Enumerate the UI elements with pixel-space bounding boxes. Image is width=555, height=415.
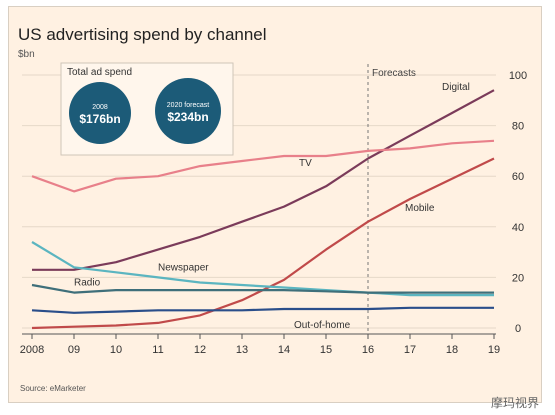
label-radio: Radio (74, 278, 101, 289)
series-line-digital (32, 89, 495, 271)
total-ad-spend-inset: Total ad spend 2008$176bn 2020 forecast$23… (60, 62, 234, 156)
y-axis-label: $bn (18, 49, 35, 60)
watermark: 摩玛视界 (490, 396, 539, 410)
bubble-label-0: 2008 (92, 104, 108, 111)
bubble-value-0: $176bn (79, 112, 120, 126)
label-digital: Digital (442, 82, 470, 93)
x-tick-labels: 2008 09 10 11 12 13 14 15 16 17 18 19 (20, 334, 500, 356)
x-tick-2012: 12 (194, 344, 206, 356)
x-tick-2014: 14 (278, 344, 290, 356)
forecast-label: Forecasts (372, 68, 416, 79)
label-out-of-home: Out-of-home (294, 320, 351, 331)
y-tick-100: 100 (509, 70, 527, 82)
forecast-marker: Forecasts (367, 64, 416, 334)
y-tick-0: 0 (515, 323, 521, 335)
label-mobile: Mobile (405, 203, 435, 214)
bubble-value-1: $234bn (167, 110, 208, 124)
y-tick-40: 40 (512, 222, 524, 234)
y-tick-80: 80 (512, 121, 524, 133)
label-tv: TV (299, 158, 312, 169)
y-tick-labels: 0 20 40 60 80 100 (509, 70, 527, 335)
x-tick-2011: 11 (152, 344, 163, 356)
x-tick-2018: 18 (446, 344, 458, 356)
x-tick-2017: 17 (404, 344, 416, 356)
source-note: Source: eMarketer (20, 384, 86, 393)
inset-title: Total ad spend (67, 67, 132, 78)
chart-title: US advertising spend by channel (18, 25, 267, 44)
series-labels: Digital TV Mobile Newspaper Radio Out-of-home (74, 82, 470, 331)
series-line-radio (31, 283, 494, 294)
x-tick-2008: 2008 (20, 344, 44, 356)
series-line-tv (31, 139, 495, 193)
x-tick-2019: 19 (488, 344, 500, 356)
x-tick-2010: 10 (110, 344, 122, 356)
x-tick-2013: 13 (236, 344, 248, 356)
bubble-2020-forecast (155, 78, 221, 144)
bubble-label-1: 2020 forecast (167, 102, 209, 109)
y-tick-20: 20 (512, 272, 524, 284)
bubble-2008 (69, 82, 131, 144)
series-line-out-of-home (31, 306, 494, 314)
x-tick-2015: 15 (320, 344, 332, 356)
x-tick-2016: 16 (362, 344, 374, 356)
series-lines (31, 89, 495, 330)
x-tick-2009: 09 (68, 344, 80, 356)
label-newspaper: Newspaper (158, 262, 209, 273)
y-tick-60: 60 (512, 171, 524, 183)
series-line-newspaper (31, 241, 494, 297)
